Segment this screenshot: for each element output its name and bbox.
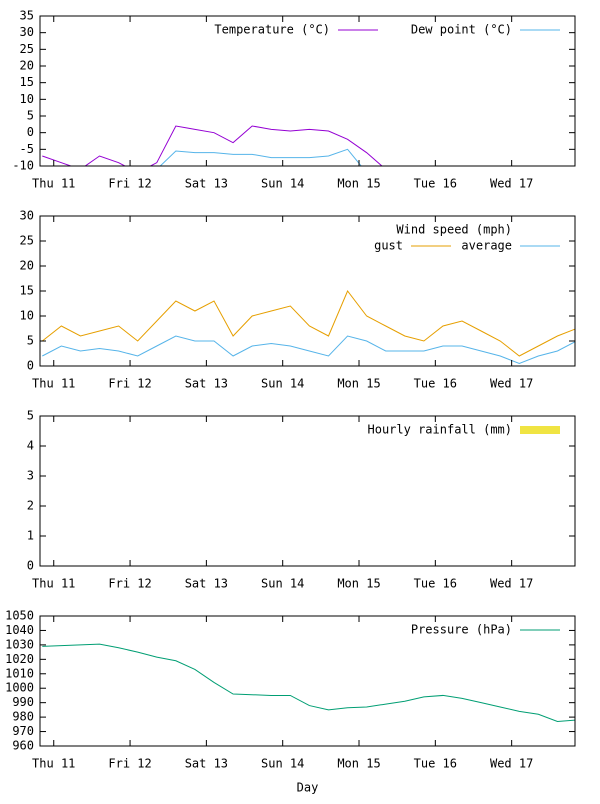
x-tick-label: Thu 11: [32, 577, 75, 591]
legend-label: average: [461, 239, 512, 253]
x-tick-label: Wed 17: [490, 177, 533, 191]
legend-label: Pressure (hPa): [411, 623, 512, 637]
legend-title: Wind speed (mph): [396, 223, 512, 237]
y-tick-label: 1040: [5, 623, 34, 637]
plot-border: [39, 415, 576, 567]
plot-border: [39, 615, 576, 747]
x-tick-label: Thu 11: [32, 377, 75, 391]
y-tick-label: 3: [27, 469, 34, 483]
x-tick-label: Tue 16: [414, 577, 457, 591]
data-line: [42, 335, 575, 365]
legend-swatch: [520, 426, 560, 434]
y-tick-label: 20: [20, 59, 34, 73]
x-tick-label: Wed 17: [490, 757, 533, 771]
x-tick-label: Tue 16: [414, 757, 457, 771]
plot-area: [41, 290, 575, 365]
x-tick-label: Sat 13: [185, 377, 228, 391]
x-tick-label: Mon 15: [337, 577, 380, 591]
y-tick-label: 970: [12, 724, 34, 738]
x-axis-label: Day: [297, 781, 319, 795]
y-tick-label: 30: [20, 209, 34, 223]
x-tick-label: Tue 16: [414, 377, 457, 391]
y-tick-label: 25: [20, 42, 34, 56]
y-tick-label: 5: [27, 409, 34, 423]
x-tick-label: Thu 11: [32, 757, 75, 771]
y-tick-label: 980: [12, 710, 34, 724]
y-tick-label: 15: [20, 284, 34, 298]
data-line: [42, 125, 406, 166]
x-tick-label: Sun 14: [261, 377, 304, 391]
y-tick-label: 960: [12, 739, 34, 753]
plot-area: [42, 125, 406, 166]
y-tick-label: 990: [12, 695, 34, 709]
y-tick-label: -10: [12, 159, 34, 173]
y-tick-label: 1: [27, 529, 34, 543]
plot-border: [39, 15, 576, 167]
x-tick-label: Thu 11: [32, 177, 75, 191]
y-tick-label: 20: [20, 259, 34, 273]
x-tick-label: Fri 12: [108, 177, 151, 191]
legend-label: Temperature (°C): [214, 23, 330, 37]
x-tick-label: Sun 14: [261, 757, 304, 771]
x-tick-label: Sun 14: [261, 577, 304, 591]
y-tick-label: 0: [27, 559, 34, 573]
y-tick-label: -5: [20, 142, 34, 156]
y-tick-label: 0: [27, 359, 34, 373]
x-tick-label: Fri 12: [108, 577, 151, 591]
legend-label: Dew point (°C): [411, 23, 512, 37]
y-tick-label: 10: [20, 309, 34, 323]
y-tick-label: 30: [20, 25, 34, 39]
y-tick-label: 15: [20, 75, 34, 89]
x-tick-label: Wed 17: [490, 377, 533, 391]
plot-border: [39, 215, 576, 367]
y-tick-label: 4: [27, 439, 34, 453]
y-tick-label: 25: [20, 234, 34, 248]
y-tick-label: 1020: [5, 652, 34, 666]
y-tick-label: 1050: [5, 609, 34, 623]
x-tick-label: Fri 12: [108, 377, 151, 391]
y-tick-label: 2: [27, 499, 34, 513]
x-tick-label: Sat 13: [185, 577, 228, 591]
x-tick-label: Mon 15: [337, 757, 380, 771]
x-tick-label: Mon 15: [337, 177, 380, 191]
y-tick-label: 1000: [5, 681, 34, 695]
y-tick-label: 1030: [5, 637, 34, 651]
y-tick-label: 0: [27, 125, 34, 139]
data-line: [42, 643, 575, 722]
x-tick-label: Sat 13: [185, 757, 228, 771]
plot-area: [42, 643, 575, 722]
legend-label: gust: [374, 239, 403, 253]
data-line: [41, 290, 575, 357]
data-line: [159, 148, 362, 166]
x-tick-label: Mon 15: [337, 377, 380, 391]
x-tick-label: Tue 16: [414, 177, 457, 191]
y-tick-label: 5: [27, 109, 34, 123]
legend-label: Hourly rainfall (mm): [368, 423, 513, 437]
x-tick-label: Sun 14: [261, 177, 304, 191]
y-tick-label: 10: [20, 92, 34, 106]
x-tick-label: Sat 13: [185, 177, 228, 191]
y-tick-label: 5: [27, 334, 34, 348]
y-tick-label: 35: [20, 9, 34, 23]
x-tick-label: Wed 17: [490, 577, 533, 591]
x-tick-label: Fri 12: [108, 757, 151, 771]
y-tick-label: 1010: [5, 666, 34, 680]
